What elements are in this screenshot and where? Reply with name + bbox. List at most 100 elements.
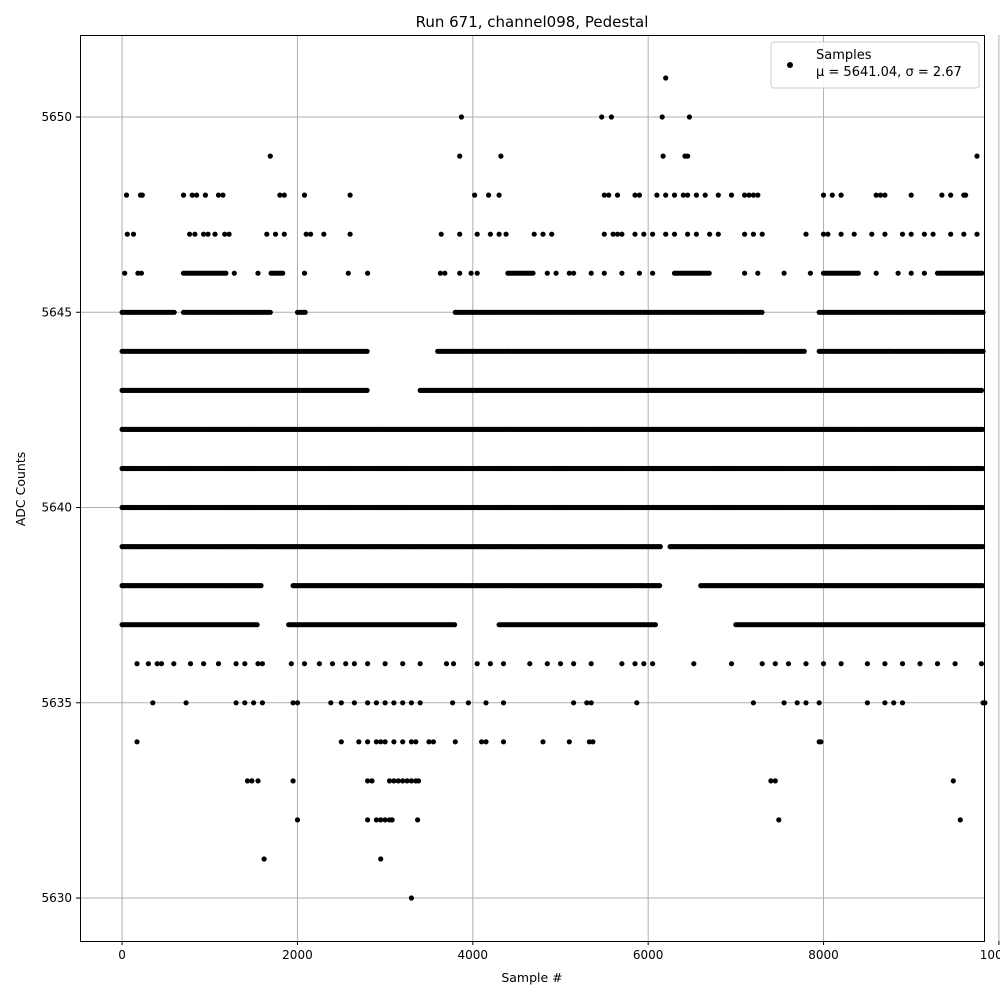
data-point	[150, 700, 156, 706]
data-point	[715, 192, 721, 198]
data-point	[215, 661, 222, 667]
legend-stats: μ = 5641.04, σ = 2.67	[816, 65, 962, 80]
data-point	[134, 739, 140, 745]
data-point	[365, 739, 371, 745]
data-point	[818, 739, 824, 745]
x-tick-label: 6000	[633, 948, 664, 962]
data-point	[686, 114, 693, 120]
data-point	[691, 661, 697, 667]
data-point	[242, 700, 248, 706]
data-point	[895, 270, 901, 276]
data-point	[601, 231, 607, 237]
data-point	[963, 192, 969, 198]
data-point	[254, 622, 260, 628]
data-point	[378, 856, 384, 862]
data-point	[864, 700, 871, 706]
data-point	[772, 778, 778, 784]
data-point	[347, 231, 353, 237]
data-point	[438, 231, 444, 237]
data-point	[663, 75, 669, 81]
data-point	[584, 700, 590, 706]
data-point	[588, 661, 594, 667]
data-point	[223, 270, 229, 276]
data-point	[899, 661, 906, 667]
data-point	[351, 661, 357, 667]
data-point	[316, 661, 322, 667]
data-point	[450, 661, 457, 667]
data-point	[702, 192, 708, 198]
data-point	[496, 231, 502, 237]
data-point	[816, 700, 822, 706]
data-point	[891, 700, 897, 706]
y-tick-label: 5640	[41, 501, 72, 515]
data-point	[452, 739, 458, 745]
data-point	[365, 778, 371, 784]
data-point	[750, 700, 757, 706]
data-point	[343, 661, 349, 667]
data-point	[636, 192, 643, 198]
data-point	[303, 231, 309, 237]
data-point	[408, 778, 414, 784]
data-point	[391, 778, 397, 784]
data-point	[606, 192, 612, 198]
data-point	[685, 153, 691, 159]
data-point	[608, 114, 615, 120]
data-point	[619, 231, 625, 237]
data-point	[660, 153, 666, 159]
data-point	[364, 348, 370, 354]
data-point	[301, 192, 308, 198]
data-point	[948, 231, 954, 237]
data-point	[498, 153, 504, 159]
data-point	[636, 270, 643, 276]
data-point	[939, 192, 945, 198]
data-point	[728, 661, 735, 667]
data-point	[873, 192, 879, 198]
data-point	[657, 544, 663, 550]
data-point	[251, 700, 257, 706]
data-point	[908, 192, 914, 198]
data-point	[540, 231, 546, 237]
plot-frame	[80, 35, 985, 942]
data-point	[557, 661, 564, 667]
data-point	[201, 231, 207, 237]
data-point	[614, 192, 621, 198]
data-point	[803, 700, 809, 706]
data-point	[500, 739, 507, 745]
data-point	[706, 270, 712, 276]
data-point	[261, 856, 267, 862]
data-point	[930, 231, 936, 237]
data-point	[663, 192, 669, 198]
data-point	[373, 700, 379, 706]
data-point	[742, 231, 748, 237]
data-point	[820, 231, 827, 237]
data-point	[759, 661, 765, 667]
data-point	[400, 661, 406, 667]
data-point	[599, 114, 605, 120]
data-point	[249, 778, 255, 784]
data-point	[566, 739, 572, 745]
data-point	[650, 270, 656, 276]
data-point	[899, 700, 906, 706]
data-point	[259, 700, 265, 706]
data-point	[479, 739, 485, 745]
data-point	[378, 739, 384, 745]
data-point	[877, 192, 884, 198]
data-point	[281, 231, 287, 237]
data-point	[921, 270, 928, 276]
chart-title: Run 671, channel098, Pedestal	[416, 13, 649, 31]
data-point	[180, 192, 187, 198]
data-point	[205, 231, 211, 237]
data-point	[415, 817, 421, 823]
data-point	[899, 231, 906, 237]
data-point	[301, 661, 308, 667]
data-point	[776, 817, 782, 823]
data-point	[472, 192, 478, 198]
data-point	[755, 270, 761, 276]
data-point	[659, 114, 665, 120]
data-point	[400, 700, 406, 706]
data-point	[404, 778, 410, 784]
data-point	[768, 778, 774, 784]
data-point	[657, 583, 663, 589]
data-point	[258, 583, 264, 589]
